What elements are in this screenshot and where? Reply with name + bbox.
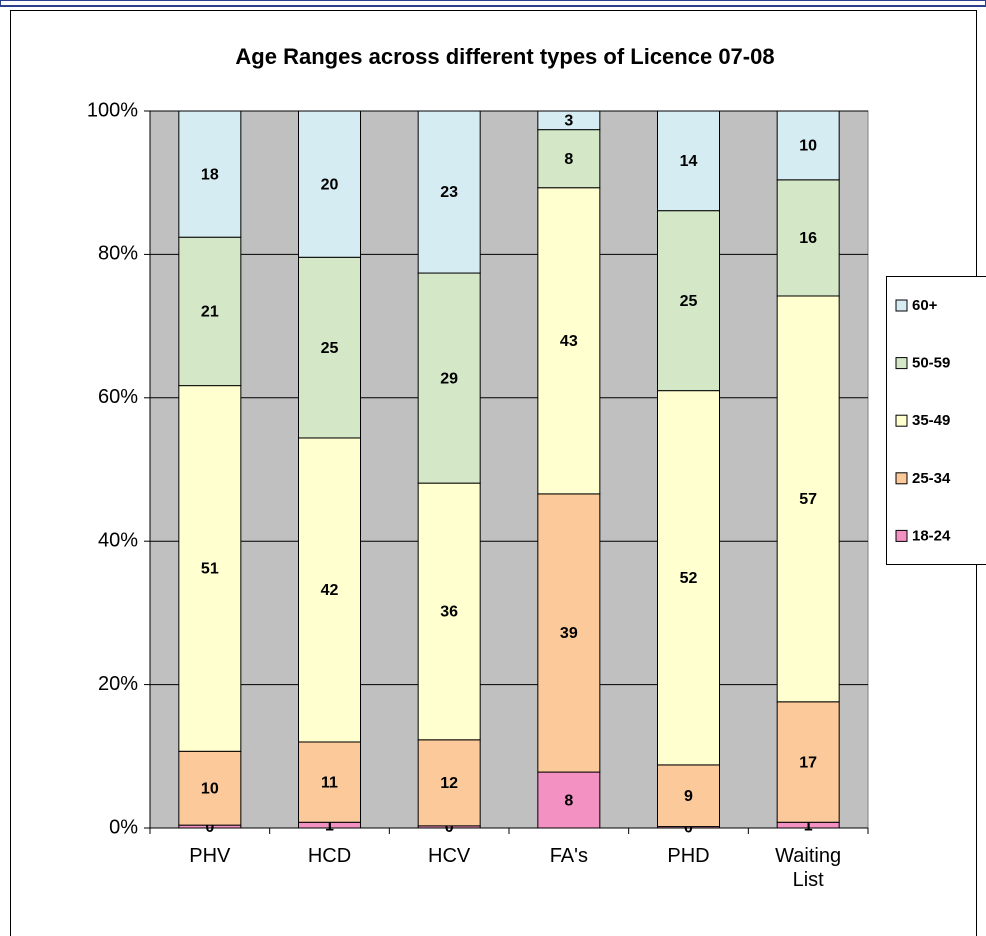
bar-segment — [776, 179, 840, 297]
legend-swatch — [895, 414, 908, 427]
bar-segment — [537, 187, 601, 495]
y-tick-label: 40% — [98, 529, 138, 551]
bar-segment — [537, 771, 601, 829]
bar-segment — [417, 110, 481, 274]
bar-segment — [537, 493, 601, 773]
data-label: 52 — [680, 570, 698, 587]
bar-segment — [178, 385, 242, 752]
bar-segment — [298, 256, 361, 439]
x-tick-label: PHV — [189, 845, 231, 867]
data-label: 20 — [321, 176, 339, 193]
plot-area — [149, 110, 869, 829]
legend-label: 50-59 — [912, 355, 950, 372]
legend-label: 60+ — [912, 297, 938, 314]
legend-swatch — [895, 529, 908, 542]
data-label: 9 — [684, 788, 693, 805]
bar-segment — [657, 110, 720, 212]
bar-segment — [537, 110, 601, 131]
bar-segment — [417, 482, 481, 741]
bar-segment — [298, 437, 361, 743]
bar-segment — [417, 739, 481, 827]
bar-segment — [417, 272, 481, 484]
x-tick-label: PHD — [667, 845, 710, 867]
bar-segment — [537, 129, 601, 189]
data-label: 57 — [799, 491, 817, 508]
data-label: 0 — [205, 819, 214, 836]
data-label: 12 — [440, 775, 458, 792]
bar-segment — [298, 741, 361, 823]
y-tick-label: 100% — [87, 99, 138, 121]
legend-label: 18-24 — [912, 527, 951, 544]
data-label: 17 — [799, 754, 817, 771]
data-label: 10 — [799, 138, 817, 155]
data-label: 43 — [560, 333, 578, 350]
y-tick-label: 0% — [109, 816, 138, 838]
data-label: 25 — [680, 293, 698, 310]
y-tick-label: 60% — [98, 386, 138, 408]
legend-swatch — [895, 472, 908, 485]
data-label: 8 — [564, 151, 573, 168]
data-label: 18 — [201, 166, 219, 183]
bar-segment — [178, 110, 242, 238]
x-tick-label: HCD — [307, 845, 352, 867]
data-label: 8 — [564, 792, 573, 809]
legend-label: 35-49 — [912, 412, 950, 429]
sheet-border — [0, 0, 986, 7]
chart-title: Age Ranges across different types of Lic… — [235, 44, 774, 69]
data-label: 29 — [440, 370, 458, 387]
data-label: 1 — [325, 817, 334, 834]
x-tick-label: Waiting List — [775, 845, 842, 891]
bar-segment — [776, 701, 840, 823]
legend-label: 25-34 — [912, 470, 951, 487]
bar-segment — [298, 110, 361, 258]
data-label: 14 — [680, 153, 698, 170]
bar-segment — [776, 110, 840, 181]
bar-segment — [178, 236, 242, 387]
data-label: 11 — [321, 774, 338, 791]
data-label: 16 — [799, 230, 817, 247]
data-label: 51 — [201, 561, 219, 578]
y-tick-label: 80% — [98, 243, 138, 265]
data-label: 23 — [440, 184, 458, 201]
data-label: 10 — [201, 780, 219, 797]
bar-segment — [657, 390, 720, 766]
y-tick-label: 20% — [98, 673, 138, 695]
legend-swatch — [895, 299, 908, 312]
data-label: 3 — [564, 113, 573, 130]
data-label: 25 — [321, 340, 339, 357]
data-label: 1 — [804, 817, 813, 834]
x-tick-label: FA's — [549, 845, 588, 867]
data-label: 36 — [440, 604, 458, 621]
data-label: 42 — [321, 582, 339, 599]
bar-segment — [657, 210, 720, 392]
data-label: 0 — [445, 819, 454, 836]
bar-segment — [657, 764, 720, 828]
data-label: 39 — [560, 625, 578, 642]
legend-swatch — [895, 357, 908, 370]
bar-segment — [776, 295, 840, 703]
data-label: 21 — [201, 304, 219, 321]
bar-segment — [178, 750, 242, 826]
x-tick-label: HCV — [428, 845, 471, 867]
data-label: 0 — [684, 820, 693, 837]
